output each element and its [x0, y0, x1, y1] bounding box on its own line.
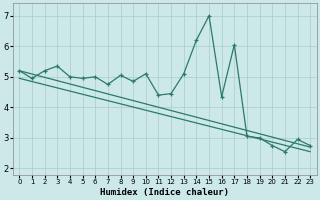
X-axis label: Humidex (Indice chaleur): Humidex (Indice chaleur)	[100, 188, 229, 197]
